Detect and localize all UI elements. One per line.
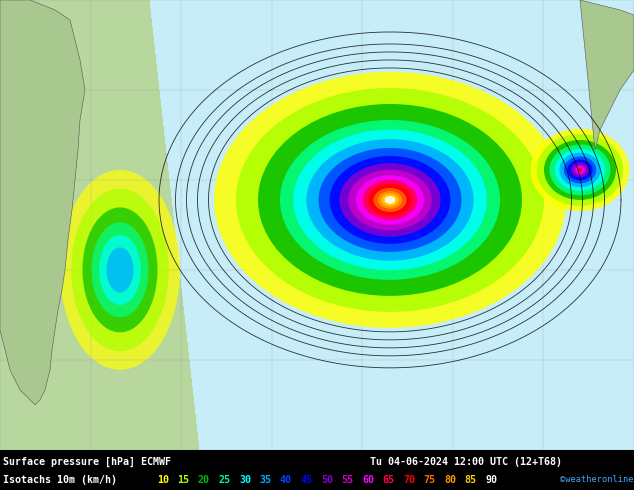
Text: 50: 50	[321, 475, 333, 485]
Ellipse shape	[559, 153, 600, 187]
Ellipse shape	[306, 139, 474, 261]
Text: 65: 65	[382, 475, 394, 485]
Ellipse shape	[214, 72, 566, 328]
Ellipse shape	[537, 134, 623, 206]
Text: 80: 80	[444, 475, 456, 485]
Text: 85: 85	[465, 475, 477, 485]
Ellipse shape	[381, 194, 399, 206]
Text: 75: 75	[424, 475, 436, 485]
Ellipse shape	[373, 188, 406, 212]
Ellipse shape	[567, 159, 593, 180]
Text: 30: 30	[239, 475, 251, 485]
Ellipse shape	[363, 180, 418, 220]
Ellipse shape	[368, 184, 412, 216]
Text: 60: 60	[362, 475, 374, 485]
Ellipse shape	[330, 156, 451, 244]
Ellipse shape	[555, 149, 605, 191]
Text: 20: 20	[198, 475, 210, 485]
Ellipse shape	[318, 148, 462, 252]
Text: 35: 35	[259, 475, 271, 485]
Ellipse shape	[531, 129, 630, 211]
Ellipse shape	[576, 166, 585, 173]
Ellipse shape	[356, 175, 424, 225]
Text: Surface pressure [hPa] ECMWF: Surface pressure [hPa] ECMWF	[3, 457, 171, 467]
Ellipse shape	[236, 88, 544, 312]
Polygon shape	[0, 0, 85, 405]
Text: 55: 55	[342, 475, 354, 485]
Text: Isotachs 10m (km/h): Isotachs 10m (km/h)	[3, 475, 117, 485]
Text: 90: 90	[485, 475, 497, 485]
Ellipse shape	[578, 168, 583, 172]
Text: 40: 40	[280, 475, 292, 485]
Ellipse shape	[99, 235, 141, 305]
Ellipse shape	[550, 145, 611, 196]
Ellipse shape	[258, 104, 522, 296]
Ellipse shape	[293, 129, 487, 270]
Ellipse shape	[348, 170, 432, 230]
Text: 10: 10	[157, 475, 169, 485]
Text: 70: 70	[403, 475, 415, 485]
Text: 25: 25	[219, 475, 231, 485]
Text: Tu 04-06-2024 12:00 UTC (12+T68): Tu 04-06-2024 12:00 UTC (12+T68)	[370, 457, 562, 467]
Text: 15: 15	[178, 475, 190, 485]
Text: ©weatheronline.co.uk: ©weatheronline.co.uk	[560, 475, 634, 485]
Ellipse shape	[578, 169, 582, 171]
Ellipse shape	[339, 163, 441, 237]
Ellipse shape	[544, 140, 616, 200]
Ellipse shape	[71, 189, 169, 351]
Ellipse shape	[107, 247, 134, 293]
Ellipse shape	[571, 163, 589, 177]
Ellipse shape	[91, 222, 148, 318]
Ellipse shape	[564, 156, 596, 183]
Ellipse shape	[82, 207, 157, 332]
Ellipse shape	[60, 170, 180, 370]
Ellipse shape	[574, 165, 586, 175]
Text: 45: 45	[301, 475, 313, 485]
Ellipse shape	[378, 191, 402, 209]
Ellipse shape	[280, 120, 500, 280]
Ellipse shape	[384, 196, 396, 204]
Polygon shape	[580, 0, 634, 150]
